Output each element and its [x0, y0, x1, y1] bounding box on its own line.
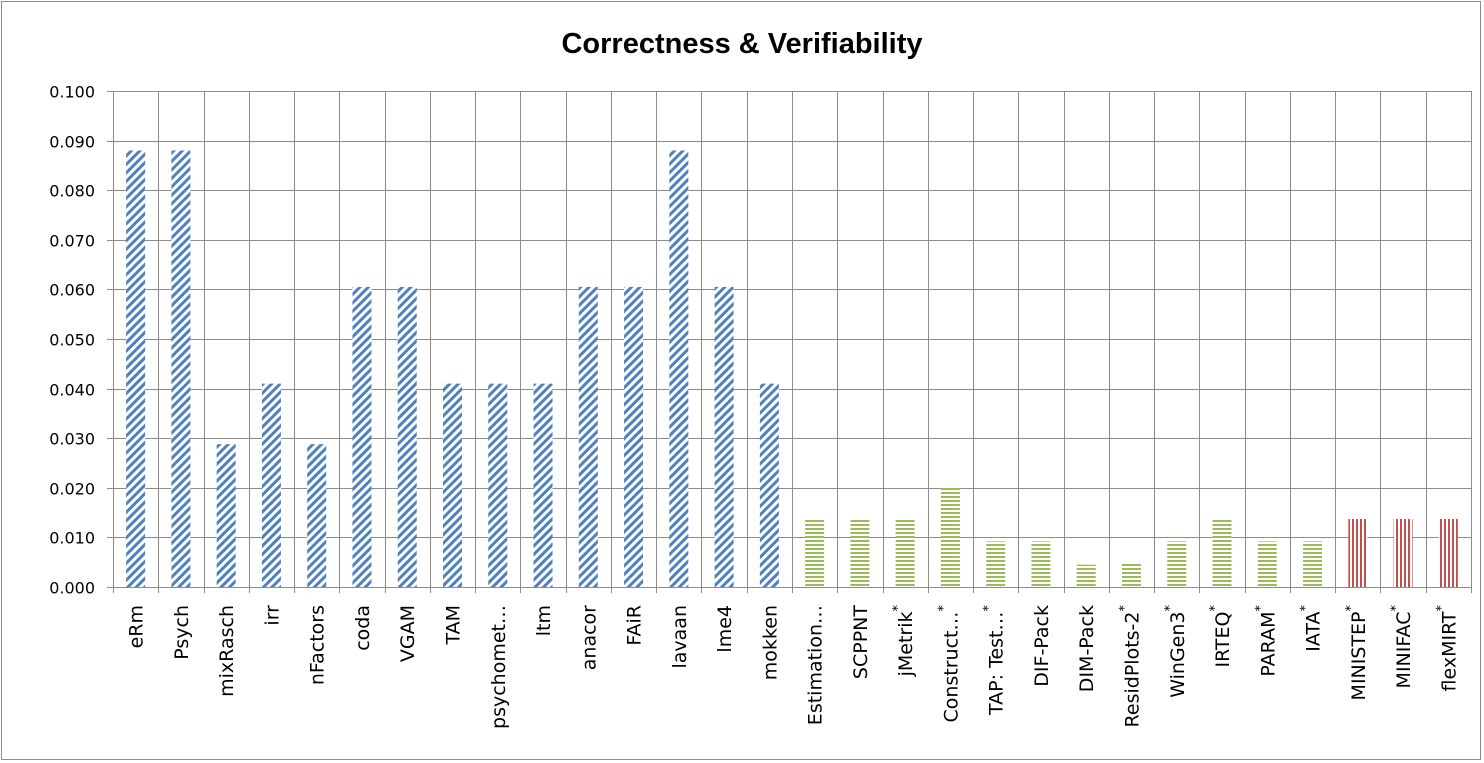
x-tick-label: DIF-Pack — [1031, 605, 1053, 687]
x-tick-label: FAiR — [624, 605, 646, 646]
y-tick-label: 0.090 — [49, 133, 95, 152]
bar-minifac- — [1393, 519, 1413, 587]
bar-nfactors — [307, 444, 327, 587]
bar-dif-pack — [1031, 541, 1051, 587]
bar-jmetrik- — [895, 519, 915, 587]
bar-lme4 — [714, 286, 734, 587]
chart-title: Correctness & Verifiability — [561, 28, 922, 60]
x-tick-label: nFactors — [307, 605, 329, 685]
x-tick-label: Construct…* — [936, 605, 962, 723]
bar-anacor — [578, 286, 598, 587]
x-tick-label: IRTEQ* — [1208, 605, 1234, 668]
x-tick-label: lme4 — [714, 605, 736, 653]
y-tick-label: 0.080 — [49, 182, 95, 201]
bar-wingen3- — [1167, 541, 1187, 587]
x-tick-label: eRm — [126, 605, 148, 648]
bar-scppnt — [850, 519, 870, 587]
x-tick-label: IATA* — [1299, 605, 1325, 652]
bar-ministep- — [1348, 519, 1368, 587]
x-tick-label: TAM — [443, 605, 465, 646]
bar-mixrasch — [216, 444, 236, 587]
bar-tap-test- — [986, 541, 1006, 587]
x-tick-label: ltm — [533, 605, 555, 636]
x-tick-label: TAP: Test…* — [982, 605, 1008, 716]
y-tick-label: 0.020 — [49, 480, 95, 499]
x-tick-label: ResidPlots-2* — [1118, 605, 1144, 728]
y-tick-label: 0.100 — [49, 83, 95, 102]
bar-estimation- — [805, 519, 825, 587]
bar-mokken — [759, 383, 779, 587]
bar-irr — [261, 383, 281, 587]
x-tick-label: DIM-Pack — [1076, 605, 1098, 692]
y-tick-label: 0.040 — [49, 381, 95, 400]
bar-residplots-2- — [1122, 563, 1141, 587]
bar-dim-pack — [1076, 564, 1096, 587]
bar-fair — [624, 286, 644, 587]
x-tick-label: flexMIRT* — [1434, 605, 1460, 692]
bar-param- — [1257, 541, 1277, 587]
x-tick-label: irr — [261, 605, 283, 626]
x-tick-label: coda — [352, 605, 374, 651]
bar-tam — [443, 383, 462, 587]
x-tick-label: MINIFAC* — [1389, 605, 1415, 689]
x-tick-label: MINISTEP* — [1344, 605, 1370, 701]
y-tick-label: 0.030 — [49, 430, 95, 449]
x-tick-label: anacor — [578, 605, 600, 670]
y-tick-label: 0.070 — [49, 232, 95, 251]
x-tick-label: lavaan — [669, 605, 691, 669]
x-tick-label: jMetrik* — [891, 605, 917, 678]
bar-coda — [352, 286, 372, 587]
x-tick-label: Psych — [171, 605, 193, 660]
bar-psychomet- — [488, 383, 508, 587]
bar-psych — [171, 150, 191, 587]
x-tick-label: mokken — [759, 605, 781, 680]
bar-flexmirt- — [1438, 519, 1458, 587]
x-tick-label: mixRasch — [216, 605, 238, 697]
bar-irteq- — [1212, 519, 1232, 587]
x-tick-label: SCPPNT — [850, 605, 872, 679]
y-tick-label: 0.050 — [49, 331, 95, 350]
y-tick-label: 0.000 — [49, 579, 95, 598]
bar-ltm — [533, 383, 553, 587]
y-tick-label: 0.010 — [49, 529, 95, 548]
bar-lavaan — [669, 150, 689, 587]
x-tick-label: WinGen3* — [1163, 605, 1189, 698]
x-tick-label: PARAM* — [1253, 605, 1279, 677]
bar-erm — [126, 150, 146, 587]
bar-iata- — [1303, 541, 1323, 587]
bar-construct- — [940, 487, 960, 587]
x-tick-label: VGAM — [397, 605, 419, 662]
y-tick-label: 0.060 — [49, 281, 95, 300]
x-tick-label: Estimation… — [805, 605, 827, 725]
bar-vgam — [397, 286, 417, 587]
x-tick-label: psychomet… — [488, 605, 510, 729]
